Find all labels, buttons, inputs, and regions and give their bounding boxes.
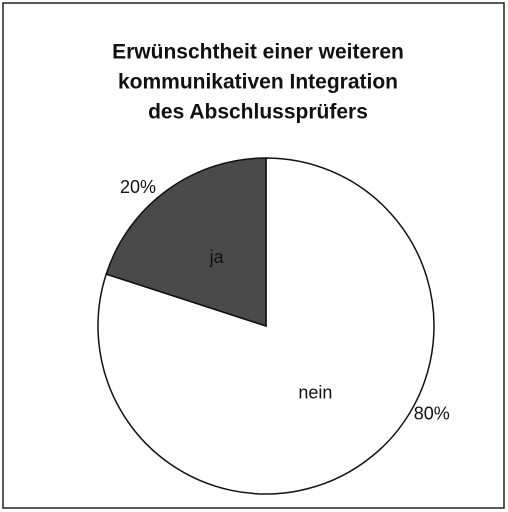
value-label: 20% xyxy=(120,177,156,197)
value-label: 80% xyxy=(414,404,450,424)
chart-title: kommunikativen Integration xyxy=(118,71,398,94)
slice-label: nein xyxy=(298,383,332,403)
slice-label: ja xyxy=(209,247,225,267)
pie-slice xyxy=(105,157,267,328)
chart-title: Erwünschtheit einer weiteren xyxy=(112,41,404,64)
chart-title: des Abschlussprüfers xyxy=(148,101,368,124)
pie-slice xyxy=(97,157,435,495)
